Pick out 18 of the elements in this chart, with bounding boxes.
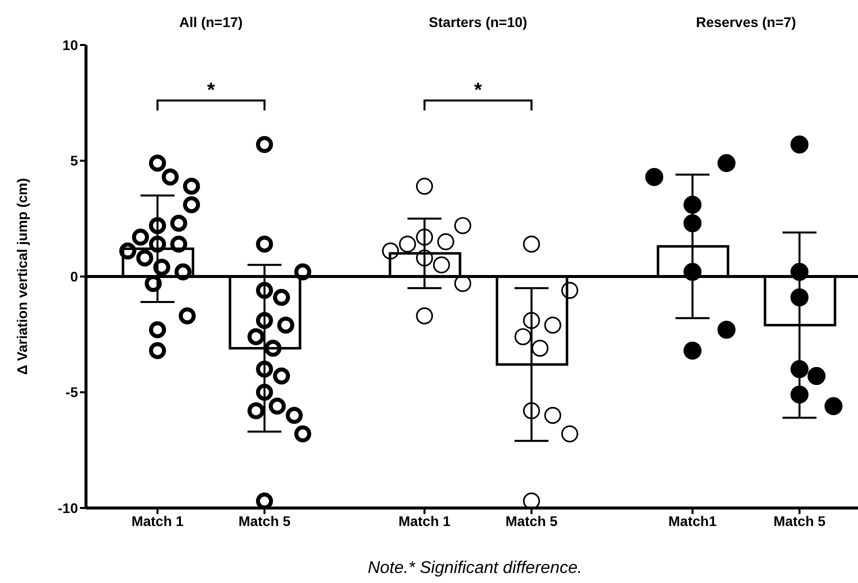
annotation: * [207,80,216,102]
y-tick-label: -10 [58,500,78,516]
x-tick-label: Match 5 [505,512,558,529]
chart-title: Reserves (n=7) [696,14,796,30]
annotation: * [474,80,482,102]
x-tick-label: Match 5 [773,512,826,529]
chart-title: Starters (n=10) [428,14,528,30]
y-tick-label: 5 [70,152,78,169]
chart-title: All (n=17) [179,14,243,30]
y-tick-label: 10 [62,36,78,53]
x-tick-label: Match 1 [131,512,184,529]
y-tick-label: 0 [70,268,78,284]
y-axis-title: Δ Variation vertical jump (cm) [14,178,30,375]
x-tick-label: Match 1 [398,512,451,529]
x-tick-label: Match1 [668,512,717,529]
y-tick-label: -5 [66,384,78,400]
x-tick-label: Match 5 [238,512,291,529]
text: Note.* Significant difference. [368,558,582,577]
